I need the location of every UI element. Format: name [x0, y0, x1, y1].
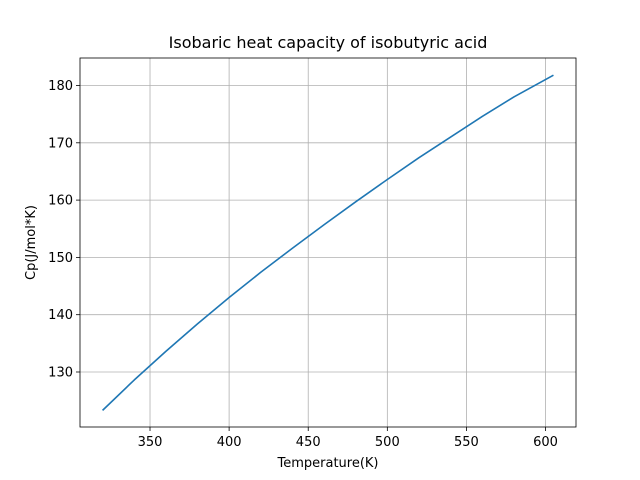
plot-frame: [79, 57, 577, 428]
y-axis-label: Cp(J/mol*K): [24, 205, 39, 280]
x-tick-label: 400: [217, 435, 242, 450]
y-tick-label: 150: [48, 251, 73, 266]
y-tick-label: 140: [48, 308, 73, 323]
series-line-0: [101, 74, 554, 411]
x-tick-label: 500: [375, 435, 400, 450]
x-tick-label: 600: [533, 435, 558, 450]
x-axis-label: Temperature(K): [276, 456, 378, 471]
chart-title: Isobaric heat capacity of isobutyric aci…: [169, 33, 488, 52]
y-tick-label: 160: [48, 194, 73, 209]
grid: [80, 58, 576, 427]
y-tick-label: 170: [48, 136, 73, 151]
x-tick-label: 350: [138, 435, 163, 450]
series-layer: [101, 74, 554, 411]
x-tick-label: 450: [296, 435, 321, 450]
y-tick-label: 130: [48, 365, 73, 380]
x-tick-label: 550: [454, 435, 479, 450]
y-tick-label: 180: [48, 79, 73, 94]
ticks: 350 400 450 500 550 600 130 140 150 160 170 180: [48, 79, 558, 450]
